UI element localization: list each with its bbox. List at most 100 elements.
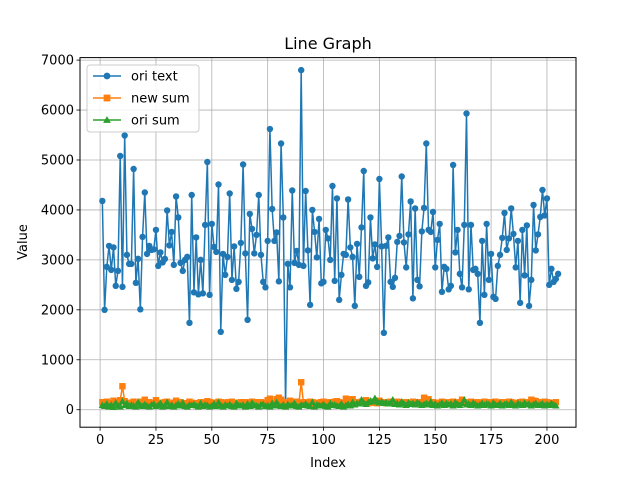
data-point — [277, 140, 285, 147]
data-point — [472, 265, 479, 273]
legend-item: ori text — [93, 70, 178, 85]
y-tick-label: 0 — [66, 403, 74, 418]
data-point — [356, 273, 363, 281]
data-point — [514, 237, 522, 245]
data-point — [139, 233, 146, 241]
data-point — [496, 251, 504, 259]
series-ori-sum — [98, 394, 560, 410]
data-point — [213, 248, 220, 256]
data-point — [371, 241, 379, 248]
data-point — [387, 278, 394, 286]
data-point — [382, 242, 390, 250]
data-point — [400, 239, 408, 246]
data-point — [494, 262, 502, 270]
data-point — [184, 253, 191, 261]
data-point — [443, 265, 450, 273]
data-point — [179, 267, 186, 275]
x-tick-label: 75 — [259, 433, 276, 448]
legend-label: new sum — [131, 92, 190, 107]
data-point — [217, 328, 224, 336]
data-point — [478, 237, 486, 245]
data-point — [297, 379, 305, 386]
data-point — [150, 246, 157, 253]
data-point — [262, 284, 269, 291]
data-point — [418, 228, 426, 235]
data-point — [329, 182, 336, 190]
data-point — [476, 319, 484, 327]
data-point — [297, 66, 305, 74]
y-tick-label: 5000 — [41, 153, 74, 168]
data-point — [130, 165, 137, 173]
data-point — [197, 256, 204, 264]
data-point — [505, 235, 513, 242]
data-point — [275, 278, 283, 285]
data-point — [143, 250, 151, 258]
data-point — [525, 302, 533, 310]
data-point — [434, 236, 441, 244]
data-point — [235, 278, 242, 286]
data-point — [512, 264, 519, 271]
data-point — [172, 193, 180, 200]
data-point — [523, 222, 531, 229]
data-point — [481, 291, 488, 299]
x-tick-label: 25 — [148, 433, 165, 448]
data-point — [427, 228, 434, 236]
data-point — [347, 244, 354, 251]
data-point — [414, 276, 421, 284]
x-tick-label: 50 — [204, 433, 221, 448]
data-point — [432, 264, 439, 271]
data-point — [228, 276, 236, 284]
data-point — [454, 226, 461, 234]
legend-label: ori sum — [131, 114, 180, 129]
data-point — [411, 205, 419, 212]
data-point — [289, 187, 296, 194]
data-point — [141, 189, 148, 196]
data-point — [313, 254, 321, 261]
data-point — [112, 282, 119, 290]
data-point — [516, 299, 524, 307]
data-point — [239, 161, 247, 168]
data-point — [331, 277, 338, 285]
data-point — [449, 161, 457, 169]
data-point — [175, 214, 182, 221]
data-point — [206, 291, 213, 299]
data-point — [456, 270, 464, 278]
data-point — [528, 276, 535, 284]
data-point — [425, 396, 432, 403]
data-point — [99, 197, 106, 205]
data-point — [266, 125, 274, 133]
data-point — [474, 270, 481, 278]
data-point — [485, 276, 493, 284]
data-point — [108, 266, 115, 274]
data-point — [492, 295, 499, 303]
data-point — [237, 239, 245, 247]
data-point — [306, 402, 314, 409]
data-point — [342, 251, 350, 259]
data-point — [436, 220, 443, 228]
y-tick-label: 4000 — [41, 203, 74, 218]
data-point — [315, 215, 323, 223]
data-point — [128, 260, 135, 268]
data-point — [293, 247, 300, 255]
data-point — [373, 263, 381, 271]
data-point — [530, 201, 537, 209]
chart-title: Line Graph — [284, 34, 372, 53]
data-point — [429, 208, 437, 216]
data-point — [452, 249, 459, 256]
data-point — [302, 187, 309, 195]
data-point — [204, 158, 211, 166]
data-point — [351, 302, 359, 310]
data-point — [306, 301, 314, 309]
data-point — [423, 140, 430, 147]
data-point — [284, 260, 291, 268]
data-point — [246, 210, 254, 218]
data-point — [554, 270, 562, 278]
y-tick-label: 1000 — [41, 353, 74, 368]
data-point — [365, 279, 372, 286]
data-point — [161, 402, 169, 409]
legend: ori text new sum ori sum — [86, 64, 200, 133]
data-point — [552, 275, 560, 283]
data-point — [409, 295, 417, 302]
data-point — [353, 240, 361, 248]
data-point — [152, 226, 160, 234]
